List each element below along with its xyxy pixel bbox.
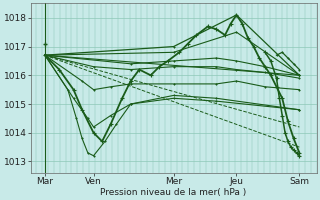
X-axis label: Pression niveau de la mer( hPa ): Pression niveau de la mer( hPa ) [100,188,247,197]
